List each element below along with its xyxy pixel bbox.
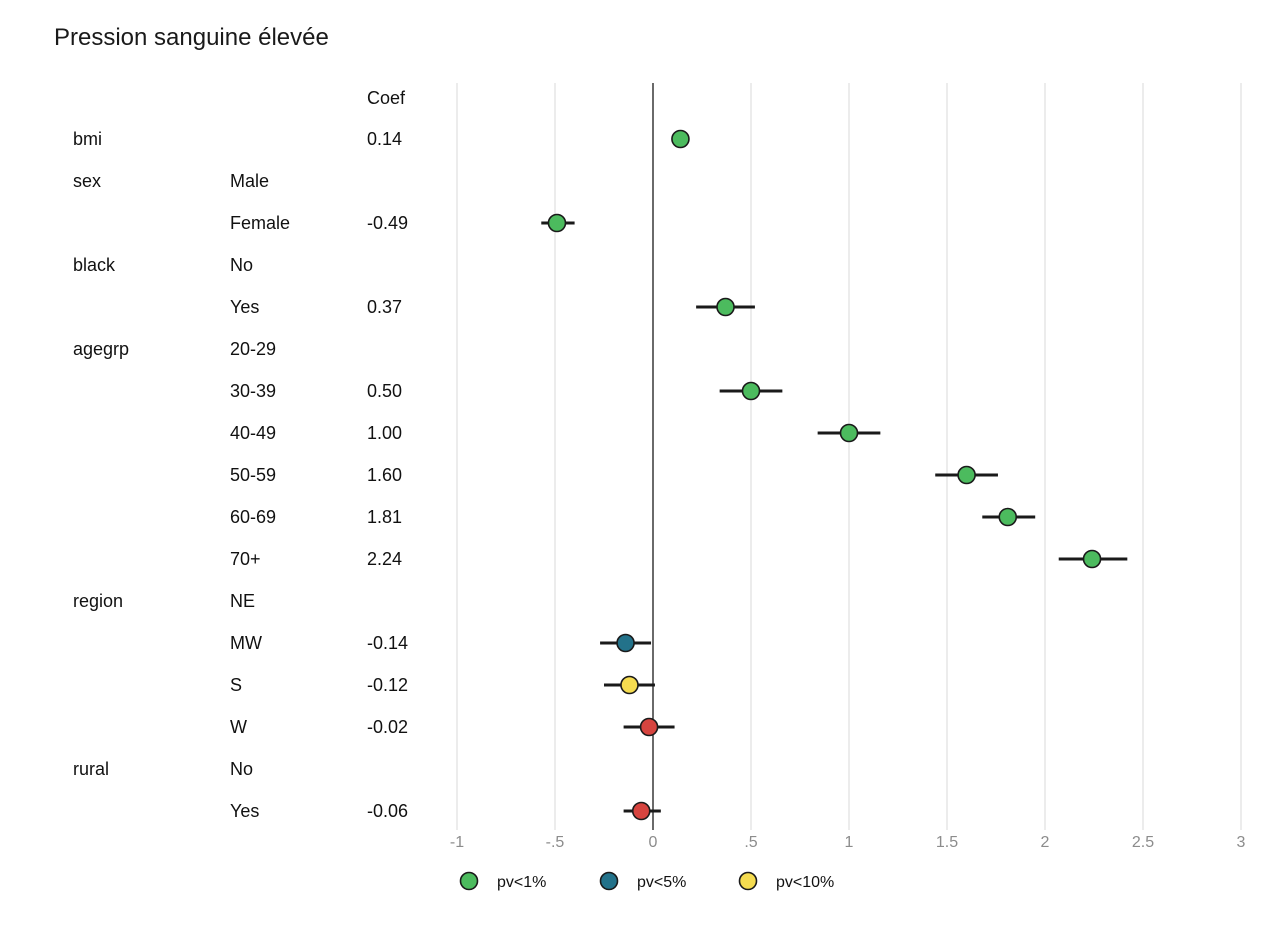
coefficient-point bbox=[998, 507, 1018, 527]
level-label: 20-29 bbox=[230, 339, 276, 359]
x-tick-label: 3 bbox=[1237, 834, 1246, 851]
level-label: 40-49 bbox=[230, 423, 276, 443]
level-label: No bbox=[230, 759, 253, 779]
coef-label: 0.50 bbox=[367, 381, 402, 401]
coefficient-point bbox=[547, 213, 567, 233]
x-tick-label: 1.5 bbox=[936, 834, 958, 851]
coef-column-header: Coef bbox=[367, 88, 406, 108]
chart-title: Pression sanguine élevée bbox=[54, 24, 329, 51]
coefficient-marks bbox=[541, 129, 1128, 821]
coefficient-point bbox=[716, 297, 735, 317]
coef-label: 0.37 bbox=[367, 297, 402, 317]
x-tick-label: -1 bbox=[450, 834, 464, 851]
coef-label: -0.02 bbox=[367, 717, 408, 737]
coef-label: 1.00 bbox=[367, 423, 402, 443]
coef-label: 1.60 bbox=[367, 465, 402, 485]
level-label: S bbox=[230, 675, 242, 695]
variable-label: agegrp bbox=[73, 339, 129, 359]
coefficient-point bbox=[957, 465, 976, 485]
legend-swatch bbox=[599, 871, 619, 891]
legend-label: pv<10% bbox=[776, 874, 834, 891]
coefficient-point bbox=[631, 801, 651, 821]
x-tick-label: 0 bbox=[649, 834, 658, 851]
coefficient-point bbox=[1082, 549, 1102, 569]
level-label: MW bbox=[230, 633, 262, 653]
x-axis-ticks: -1 -.5 0 .5 1 1.5 2 2.5 3 bbox=[450, 834, 1246, 851]
level-label: NE bbox=[230, 591, 255, 611]
level-label: 30-39 bbox=[230, 381, 276, 401]
legend-swatch bbox=[459, 871, 479, 891]
variable-label: black bbox=[73, 255, 116, 275]
coefficient-point bbox=[616, 633, 635, 653]
legend-swatch bbox=[738, 871, 758, 891]
coef-label: 0.14 bbox=[367, 129, 402, 149]
level-label: 60-69 bbox=[230, 507, 276, 527]
level-label: Male bbox=[230, 171, 269, 191]
coef-label: -0.49 bbox=[367, 213, 408, 233]
coefficient-point bbox=[620, 675, 639, 695]
level-label: 50-59 bbox=[230, 465, 276, 485]
level-label: W bbox=[230, 717, 247, 737]
coefficient-point bbox=[639, 717, 659, 737]
coefficient-point bbox=[839, 423, 859, 443]
x-tick-label: .5 bbox=[744, 834, 757, 851]
coefficient-point bbox=[671, 129, 690, 149]
legend: pv<1% pv<5% pv<10% bbox=[459, 871, 834, 891]
coef-label: 2.24 bbox=[367, 549, 402, 569]
coefficient-point bbox=[741, 381, 761, 401]
variable-label: bmi bbox=[73, 129, 102, 149]
legend-label: pv<1% bbox=[497, 874, 546, 891]
level-label: No bbox=[230, 255, 253, 275]
variable-label: sex bbox=[73, 171, 101, 191]
level-label: Yes bbox=[230, 297, 259, 317]
x-tick-label: 2 bbox=[1041, 834, 1050, 851]
x-tick-label: 1 bbox=[845, 834, 854, 851]
coef-label: -0.06 bbox=[367, 801, 408, 821]
level-label: Female bbox=[230, 213, 290, 233]
variable-label: rural bbox=[73, 759, 109, 779]
variable-label: region bbox=[73, 591, 123, 611]
level-label: 70+ bbox=[230, 549, 261, 569]
legend-label: pv<5% bbox=[637, 874, 686, 891]
coef-label: -0.14 bbox=[367, 633, 408, 653]
coef-label: 1.81 bbox=[367, 507, 402, 527]
grid-lines bbox=[456, 83, 1242, 830]
coef-label: -0.12 bbox=[367, 675, 408, 695]
x-tick-label: -.5 bbox=[546, 834, 565, 851]
row-labels: bmi 0.14 sex Male Female -0.49 black No Yes 0.37 a… bbox=[73, 129, 408, 821]
level-label: Yes bbox=[230, 801, 259, 821]
x-tick-label: 2.5 bbox=[1132, 834, 1154, 851]
